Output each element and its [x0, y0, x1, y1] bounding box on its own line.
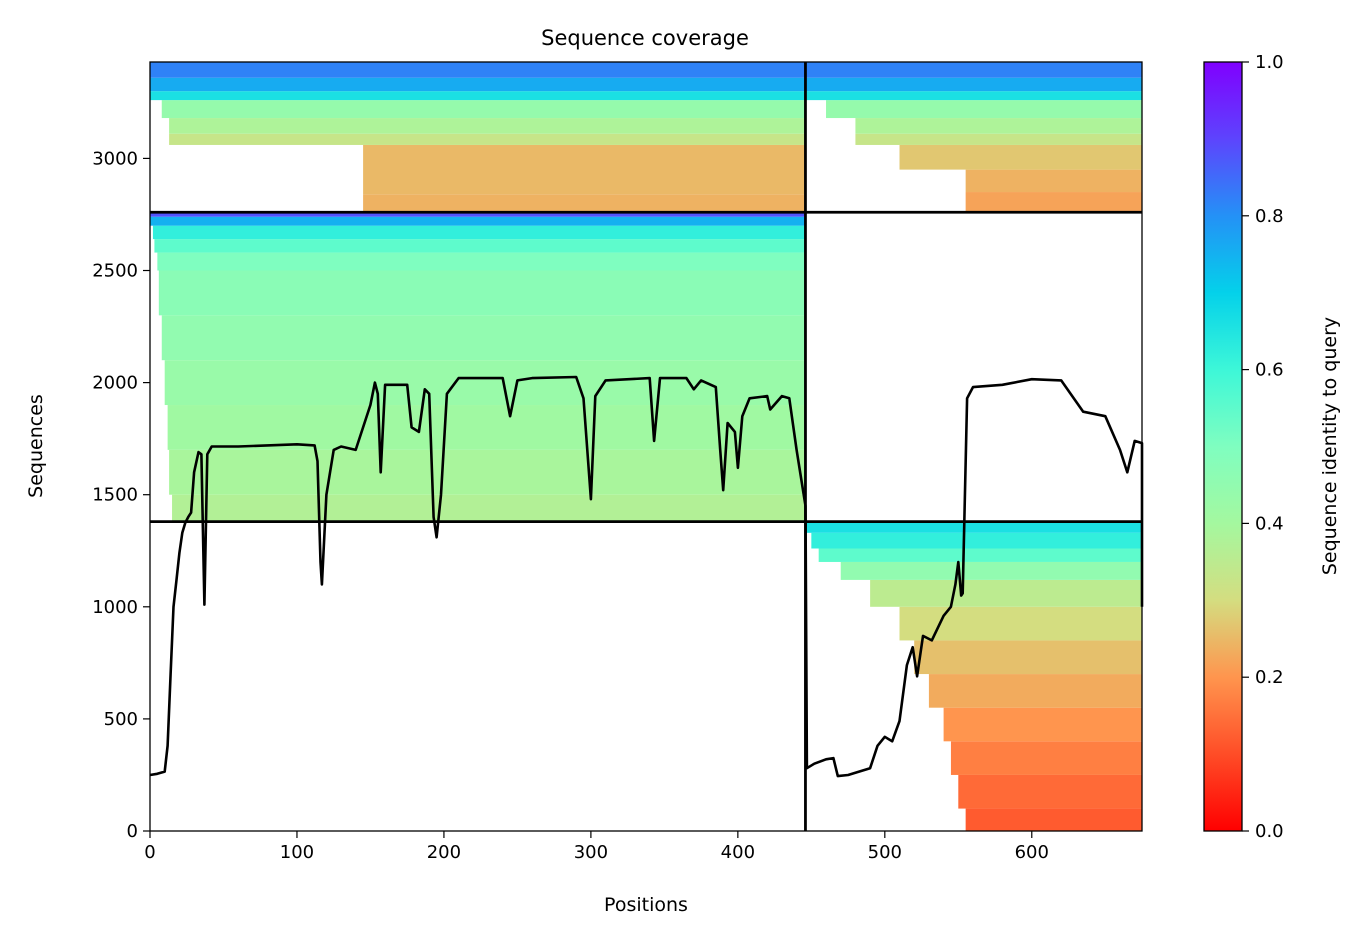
x-tick-label: 600	[1015, 842, 1049, 863]
coverage-block	[152, 225, 806, 240]
y-tick-label: 2000	[92, 373, 138, 394]
y-axis-label: Sequences	[25, 394, 47, 498]
coverage-block	[161, 100, 806, 119]
x-tick-label: 100	[280, 842, 314, 863]
coverage-block	[805, 62, 1142, 78]
coverage-block	[899, 144, 1142, 170]
chart-title: Sequence coverage	[541, 26, 749, 50]
coverage-block	[150, 91, 806, 101]
colorbar-tick-label: 0.4	[1255, 513, 1284, 534]
coverage-block	[161, 315, 806, 361]
coverage-block	[805, 91, 1142, 101]
colorbar	[1203, 61, 1243, 832]
coverage-line-layer	[149, 375, 1144, 778]
coverage-block	[172, 494, 806, 522]
y-axis: 0 500 1000 1500 2000 2500 3000	[92, 148, 150, 842]
y-tick-label: 1000	[92, 597, 138, 618]
coverage-block	[870, 579, 1142, 607]
x-axis-label: Positions	[604, 894, 688, 916]
coverage-block	[169, 449, 806, 495]
coverage-block	[167, 405, 806, 450]
colorbar-tick-label: 0.8	[1255, 206, 1284, 227]
coverage-block	[826, 100, 1142, 119]
colorbar-tick-label: 0.2	[1255, 667, 1284, 688]
coverage-block	[811, 532, 1142, 549]
y-tick-label: 1500	[92, 485, 138, 506]
coverage-block	[150, 77, 806, 92]
colorbar-label: Sequence identity to query	[1319, 317, 1341, 575]
coverage-block	[818, 548, 1142, 562]
x-tick-label: 200	[427, 842, 461, 863]
coverage-block	[363, 144, 806, 195]
coverage-block	[958, 774, 1142, 809]
y-tick-label: 500	[104, 709, 138, 730]
coverage-line	[149, 375, 1144, 778]
coverage-block	[914, 640, 1142, 675]
colorbar-tick-label: 1.0	[1255, 52, 1284, 73]
coverage-block	[157, 252, 806, 271]
coverage-heatmap	[150, 62, 1142, 831]
coverage-block	[150, 212, 806, 217]
x-tick-label: 400	[721, 842, 755, 863]
coverage-block	[899, 606, 1142, 641]
x-axis: 0 100 200 300 400 500 600	[144, 831, 1049, 863]
coverage-block	[150, 62, 806, 78]
coverage-block	[363, 194, 806, 213]
coverage-block	[169, 118, 806, 134]
coverage-block	[169, 133, 806, 145]
coverage-block	[965, 808, 1142, 831]
coverage-block	[154, 239, 806, 253]
colorbar-tick-label: 0.6	[1255, 360, 1284, 381]
coverage-block	[950, 741, 1142, 775]
y-tick-label: 3000	[92, 148, 138, 169]
colorbar-axis: 0.0 0.2 0.4 0.6 0.8 1.0	[1242, 52, 1284, 842]
coverage-block	[805, 77, 1142, 92]
coverage-block	[965, 192, 1142, 213]
coverage-block	[164, 360, 806, 406]
coverage-block	[158, 270, 806, 316]
y-tick-label: 0	[127, 821, 138, 842]
coverage-block	[943, 707, 1142, 742]
x-tick-label: 300	[574, 842, 608, 863]
colorbar-tick-label: 0.0	[1255, 821, 1284, 842]
coverage-block	[965, 169, 1142, 193]
coverage-block	[805, 521, 1142, 533]
x-tick-label: 500	[868, 842, 902, 863]
x-tick-label: 0	[144, 842, 155, 863]
coverage-block	[928, 674, 1142, 708]
coverage-block	[855, 118, 1142, 134]
coverage-block	[150, 216, 806, 226]
coverage-block	[840, 561, 1142, 580]
y-tick-label: 2500	[92, 261, 138, 282]
plot-frame	[149, 61, 1143, 832]
coverage-block	[855, 133, 1142, 145]
